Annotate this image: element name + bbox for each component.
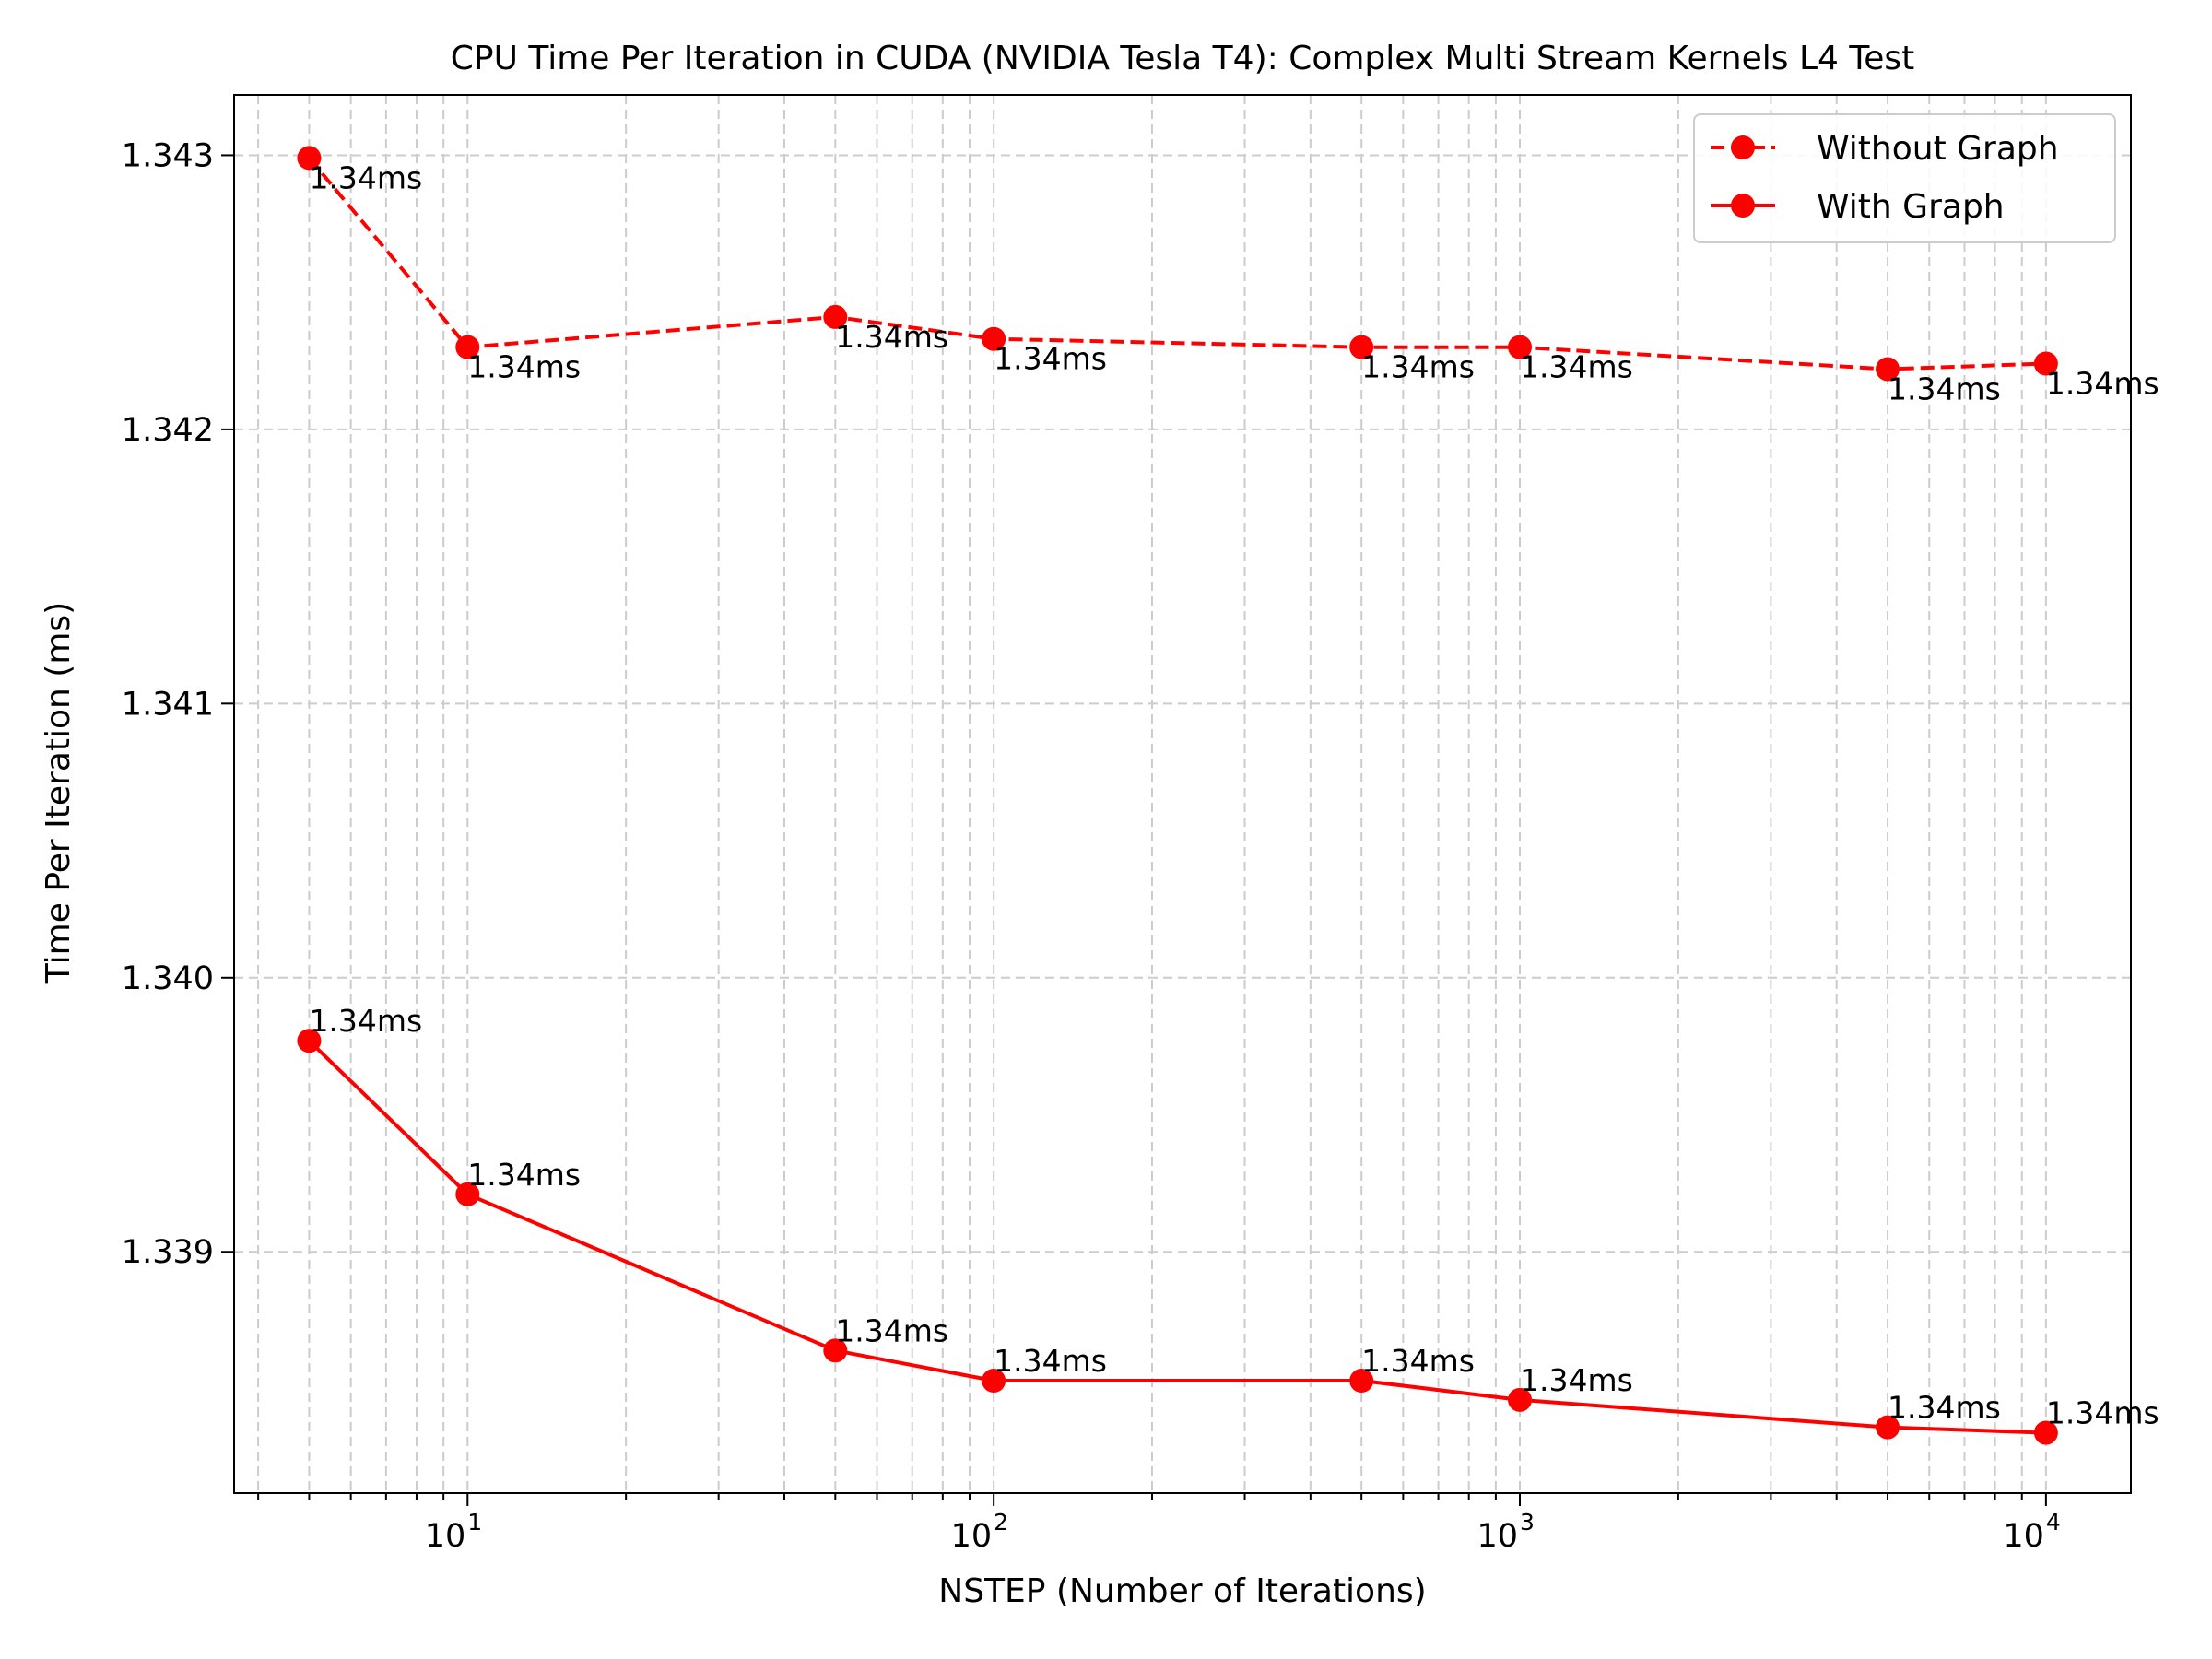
x-tick-label: 10 [1477, 1518, 1518, 1555]
data-label: 1.34ms [309, 1003, 422, 1039]
data-label: 1.34ms [467, 349, 581, 385]
data-label: 1.34ms [835, 319, 948, 355]
data-point [297, 1029, 322, 1053]
legend-label-1: Without Graph [1817, 130, 2059, 168]
data-label: 1.34ms [309, 159, 422, 195]
y-axis-ticks: 1.339 1.340 1.341 1.342 1.343 [122, 137, 234, 1271]
y-tick-label: 1.342 [122, 412, 214, 449]
data-point [1349, 1369, 1374, 1394]
data-labels: 1.34ms 1.34ms 1.34ms 1.34ms 1.34ms 1.34ms 1.34… [309, 159, 2159, 1430]
x-tick-label: 10 [951, 1518, 993, 1555]
data-point [823, 1338, 848, 1363]
data-point [1876, 357, 1900, 382]
plot-frame [233, 94, 2132, 1494]
x-tick-exponent: 4 [2046, 1509, 2061, 1535]
x-tick-exponent: 1 [467, 1509, 482, 1535]
data-point [455, 1182, 480, 1206]
data-label: 1.34ms [994, 1343, 1107, 1379]
data-point [982, 326, 1006, 351]
data-point [1349, 335, 1374, 359]
x-axis-label: NSTEP (Number of Iterations) [938, 1572, 1426, 1610]
data-label: 1.34ms [467, 1157, 581, 1193]
y-tick-label: 1.339 [122, 1234, 214, 1271]
data-point [1876, 1415, 1900, 1440]
data-point [455, 335, 480, 359]
data-point [2033, 1420, 2058, 1445]
series-line-1 [307, 157, 2046, 371]
legend-label-2: With Graph [1817, 188, 2005, 226]
data-label: 1.34ms [835, 1312, 948, 1348]
x-axis-ticks: 10 1 10 2 10 3 10 4 [257, 1493, 2061, 1555]
data-label: 1.34ms [1888, 1390, 2001, 1426]
data-label: 1.34ms [1520, 349, 1633, 385]
series-layer [297, 146, 2058, 1445]
data-label: 1.34ms [994, 341, 1107, 377]
y-tick-label: 1.340 [122, 960, 214, 997]
x-tick-label: 10 [2003, 1518, 2044, 1555]
chart-title: CPU Time Per Iteration in CUDA (NVIDIA T… [451, 40, 1915, 77]
data-label: 1.34ms [1888, 371, 2001, 406]
y-axis-label: Time Per Iteration (ms) [40, 602, 77, 984]
data-label: 1.34ms [1361, 349, 1475, 385]
data-label: 1.34ms [1361, 1343, 1475, 1379]
series-line-2 [308, 1039, 2046, 1435]
data-point [297, 146, 322, 171]
legend-box [1693, 113, 2116, 243]
legend-marker-1 [1731, 135, 1755, 159]
data-point [2033, 351, 2058, 376]
data-label: 1.34ms [2046, 1395, 2159, 1431]
data-label: 1.34ms [2046, 366, 2159, 402]
x-tick-exponent: 2 [994, 1509, 1008, 1535]
legend-marker-2 [1731, 194, 1755, 218]
data-point [982, 1369, 1006, 1394]
legend: Without Graph With Graph [1693, 113, 2116, 243]
y-tick-label: 1.343 [122, 137, 214, 174]
x-tick-label: 10 [425, 1518, 466, 1555]
x-tick-exponent: 3 [1520, 1509, 1535, 1535]
data-point [1508, 1387, 1533, 1412]
data-point [823, 304, 848, 329]
data-point [1508, 335, 1533, 359]
y-tick-label: 1.341 [122, 686, 214, 723]
data-label: 1.34ms [1520, 1362, 1633, 1398]
